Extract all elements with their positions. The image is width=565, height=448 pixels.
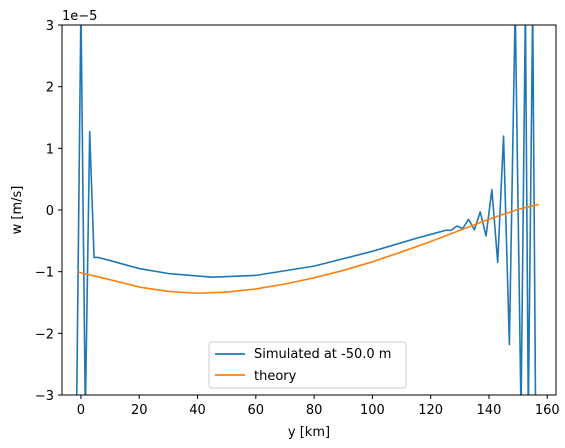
y-tick-label: 1 <box>46 142 54 157</box>
series-line-simulated <box>75 25 537 395</box>
x-tick-label: 40 <box>189 403 206 418</box>
x-axis: 0 20 40 60 80 100 120 140 160 <box>77 395 560 418</box>
legend-box <box>208 341 407 389</box>
y-tick-label: −2 <box>35 327 54 342</box>
y-tick-label: 0 <box>46 204 54 219</box>
legend-label-theory: theory <box>254 369 297 384</box>
y-offset-text: 1e−5 <box>62 9 97 24</box>
y-tick-label: −3 <box>35 389 54 404</box>
legend: Simulated at -50.0 m theory <box>208 341 407 389</box>
y-tick-label: 3 <box>46 19 54 34</box>
x-tick-label: 140 <box>477 403 502 418</box>
x-tick-label: 0 <box>77 403 85 418</box>
series-line-theory <box>77 203 539 295</box>
x-tick-label: 160 <box>535 403 560 418</box>
x-tick-label: 20 <box>131 403 148 418</box>
x-tick-label: 100 <box>360 403 385 418</box>
x-axis-label: y [km] <box>288 425 330 440</box>
y-axis-label: w [m/s] <box>10 186 25 235</box>
x-tick-label: 60 <box>248 403 265 418</box>
x-tick-label: 80 <box>306 403 323 418</box>
y-axis: −3 −2 −1 0 1 2 3 <box>35 19 62 404</box>
y-tick-label: 2 <box>46 81 54 96</box>
x-tick-label: 120 <box>418 403 443 418</box>
plot-frame <box>61 24 557 396</box>
series-layer <box>75 25 539 395</box>
legend-label-simulated: Simulated at -50.0 m <box>254 347 391 362</box>
y-tick-label: −1 <box>35 266 54 281</box>
